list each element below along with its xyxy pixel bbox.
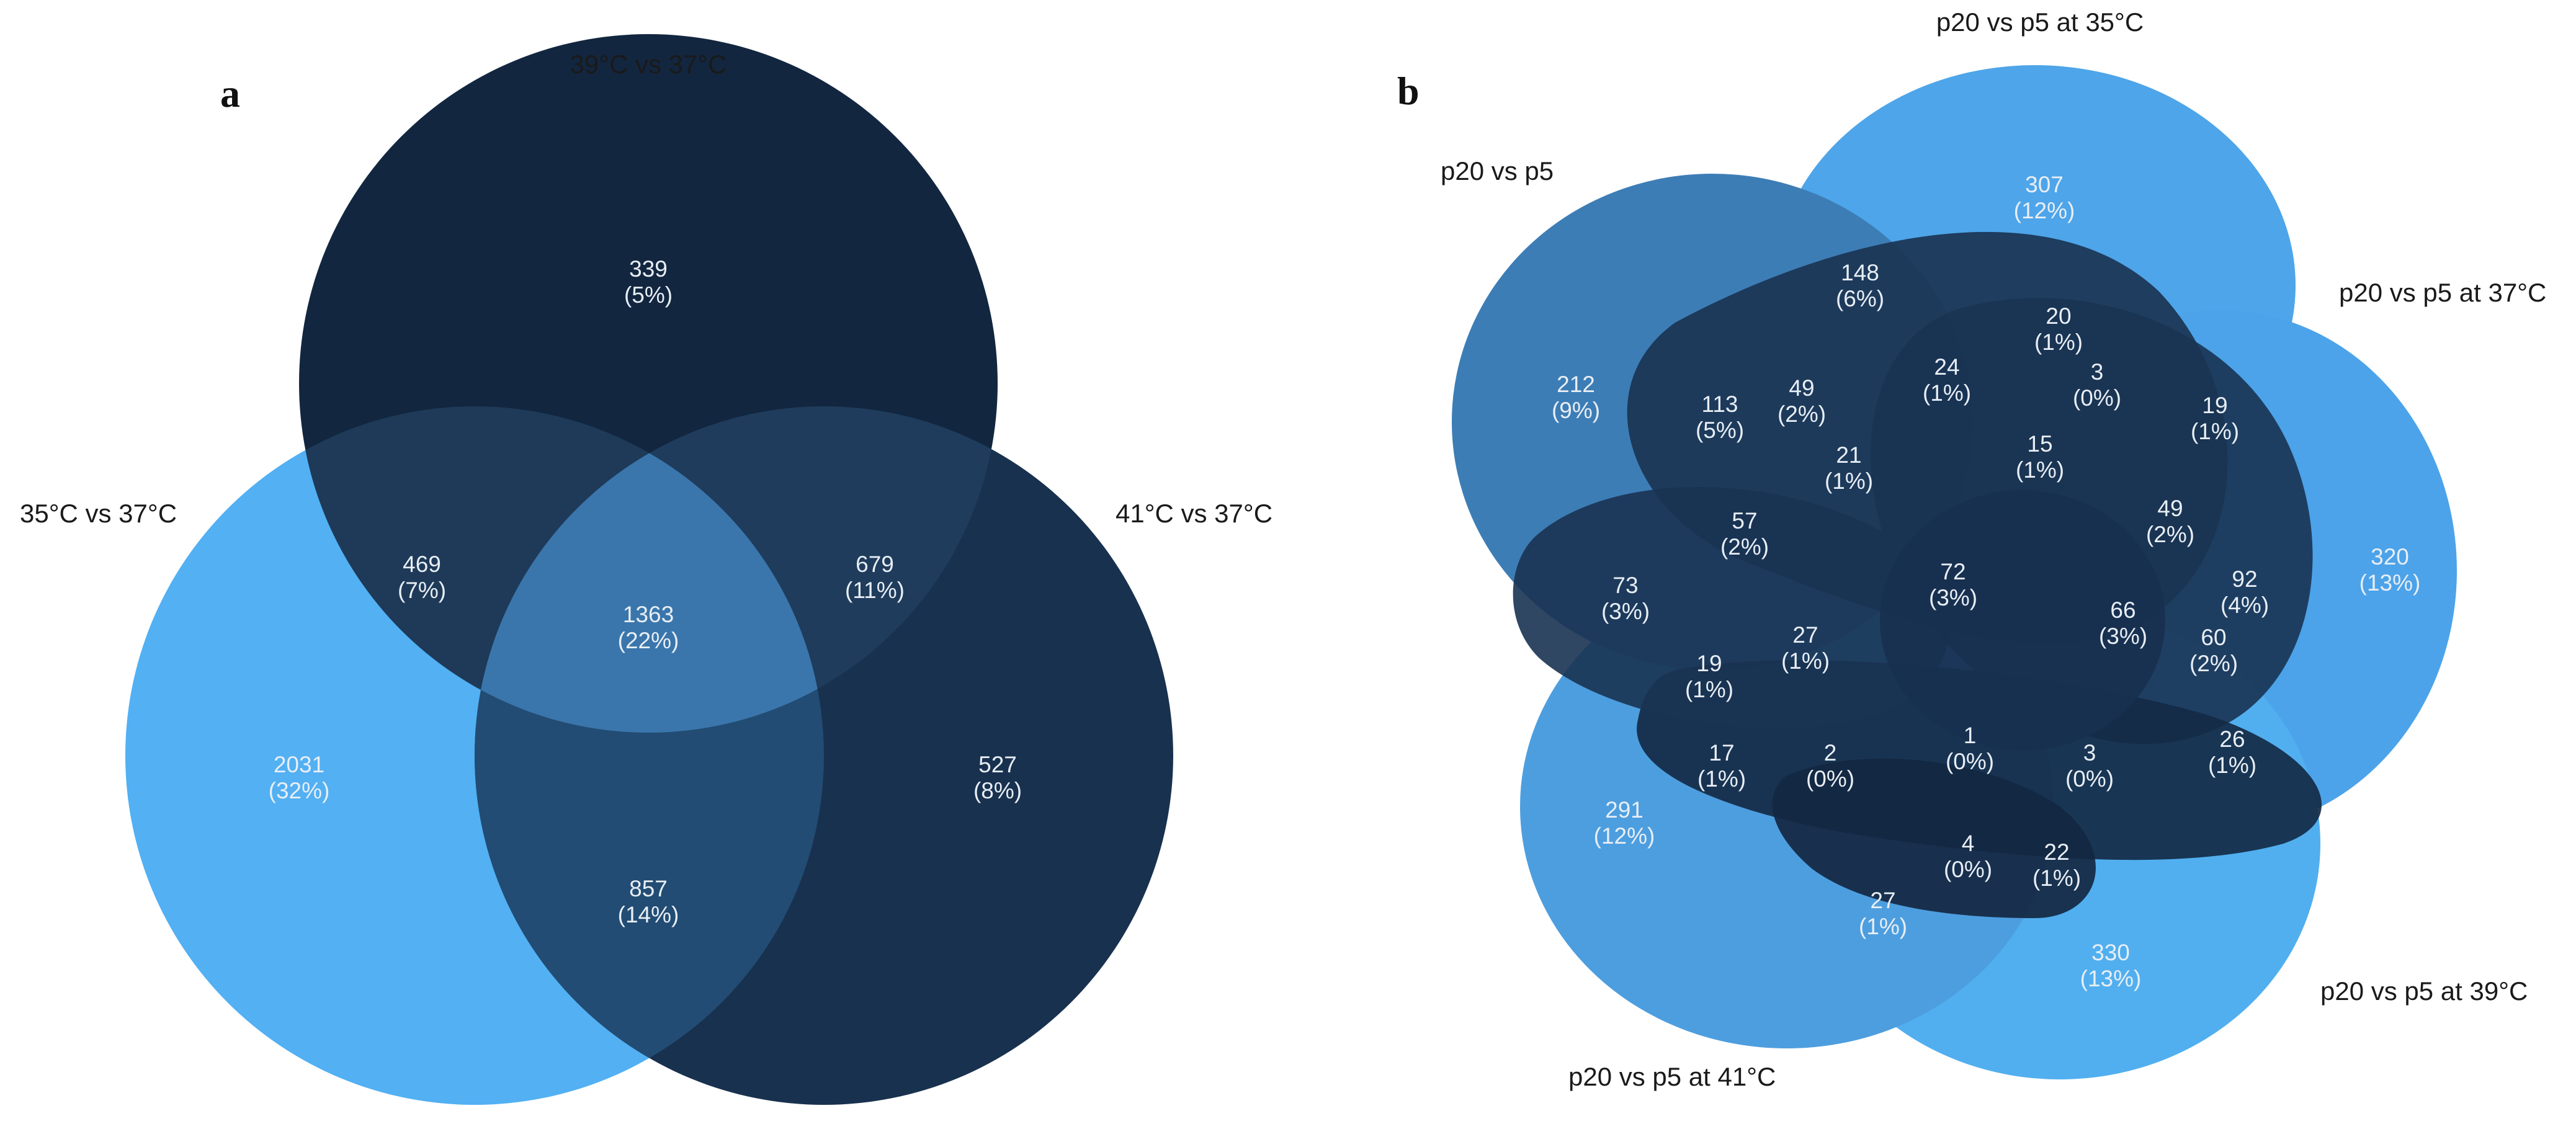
region-b18-pct: (3%) — [2099, 623, 2147, 649]
set-p39-label: p20 vs p5 at 39°C — [2320, 976, 2528, 1006]
region-b12-pct: (2%) — [2146, 522, 2194, 547]
region-b28-pct: (0%) — [1944, 857, 1992, 882]
region-39-41-pct: (11%) — [845, 578, 905, 603]
region-b23-count: 17 — [1709, 740, 1734, 766]
region-b31-pct: (13%) — [2080, 966, 2142, 991]
region-b7-count: 113 — [1702, 391, 1738, 417]
panel-b: b p20 vs p5 at 35°C p20 vs p5 p20 vs p5 … — [1397, 7, 2546, 1091]
region-b18-count: 66 — [2110, 597, 2135, 623]
region-b24-count: 2 — [1824, 740, 1837, 766]
region-41-pct: (8%) — [973, 778, 1022, 803]
region-b3-count: 148 — [1841, 260, 1879, 285]
region-b14-pct: (2%) — [1720, 534, 1769, 560]
set-39-label: 39°C vs 37°C — [570, 50, 727, 79]
set-p5-label: p20 vs p5 — [1441, 156, 1554, 185]
venn-b-region-labels: 307 (12%) 212 (9%) 148 (6%) 20 (1%) 3 (0… — [1552, 172, 2420, 991]
region-b11-pct: (1%) — [1825, 468, 1873, 494]
region-b4-count: 20 — [2046, 303, 2071, 329]
region-b27-count: 291 — [1605, 797, 1644, 823]
venn-b-petals — [1452, 65, 2457, 1079]
region-41-count: 527 — [978, 752, 1017, 777]
region-b13-count: 320 — [2371, 544, 2409, 569]
region-all-pct: (22%) — [618, 628, 679, 653]
region-b17-pct: (4%) — [2220, 592, 2269, 618]
region-b16-pct: (3%) — [1929, 585, 1977, 610]
region-b30-count: 27 — [1870, 888, 1895, 913]
region-all-count: 1363 — [623, 602, 674, 627]
region-b22-pct: (0%) — [1946, 749, 1994, 774]
region-b11-count: 21 — [1836, 442, 1861, 468]
region-b31-count: 330 — [2091, 940, 2130, 965]
region-b30-pct: (1%) — [1859, 914, 1907, 939]
region-b21-pct: (1%) — [1685, 677, 1733, 702]
region-35-39-count: 469 — [403, 551, 441, 577]
region-35-39-pct: (7%) — [398, 578, 446, 603]
region-b19-pct: (1%) — [1781, 648, 1830, 674]
region-b16-count: 72 — [1940, 559, 1966, 584]
region-b23-pct: (1%) — [1697, 766, 1746, 792]
region-b12-count: 49 — [2157, 496, 2183, 521]
region-b17-count: 92 — [2232, 566, 2257, 592]
region-b26-pct: (1%) — [2208, 752, 2256, 778]
region-b13-pct: (13%) — [2359, 570, 2421, 596]
venn-a-circles — [125, 34, 1173, 1105]
region-b2-count: 212 — [1557, 372, 1595, 397]
region-b2-pct: (9%) — [1552, 398, 1600, 423]
region-35-count: 2031 — [274, 752, 324, 777]
panel-a: a 39°C vs 37°C 35°C vs 37°C 41°C vs 37°C… — [20, 34, 1272, 1105]
region-b5-count: 3 — [2091, 359, 2104, 385]
region-b27-pct: (12%) — [1594, 823, 1655, 849]
region-b25-count: 3 — [2083, 740, 2096, 766]
region-b15-count: 73 — [1612, 573, 1638, 598]
region-b19-count: 27 — [1792, 622, 1818, 648]
panel-b-letter: b — [1397, 69, 1420, 113]
region-b20-pct: (2%) — [2189, 651, 2238, 676]
set-p41-label: p20 vs p5 at 41°C — [1568, 1062, 1776, 1091]
region-b25-pct: (0%) — [2065, 766, 2114, 792]
region-b26-count: 26 — [2219, 726, 2245, 752]
overlap-lobe-5 — [1772, 758, 2096, 918]
region-b20-count: 60 — [2201, 625, 2226, 650]
set-p35-label: p20 vs p5 at 35°C — [1936, 7, 2144, 37]
overlap-center — [1880, 490, 2165, 751]
set-35-label: 35°C vs 37°C — [20, 499, 177, 528]
region-35-41-count: 857 — [629, 876, 668, 901]
region-b9-count: 24 — [1934, 354, 1959, 380]
venn-a-region-labels: 339 (5%) 2031 (32%) 527 (8%) 469 (7%) 67… — [269, 256, 1022, 927]
region-b7-pct: (5%) — [1696, 417, 1744, 443]
region-35-41-pct: (14%) — [618, 902, 679, 927]
region-b22-count: 1 — [1964, 723, 1977, 748]
region-b29-count: 22 — [2044, 839, 2069, 865]
region-b9-pct: (1%) — [1923, 380, 1971, 406]
region-b15-pct: (3%) — [1601, 599, 1650, 624]
region-b24-pct: (0%) — [1806, 766, 1854, 792]
region-b28-count: 4 — [1962, 831, 1975, 856]
region-b29-pct: (1%) — [2033, 865, 2081, 891]
region-35-pct: (32%) — [269, 778, 330, 803]
region-39-count: 339 — [629, 256, 668, 282]
set-p37-label: p20 vs p5 at 37°C — [2339, 278, 2546, 307]
region-b4-pct: (1%) — [2034, 329, 2083, 355]
region-b10-pct: (1%) — [2016, 457, 2064, 483]
region-b21-count: 19 — [1696, 651, 1722, 676]
region-39-41-count: 679 — [856, 551, 894, 577]
region-b6-count: 19 — [2202, 393, 2227, 418]
region-b1-count: 307 — [2025, 172, 2064, 197]
region-b14-count: 57 — [1732, 508, 1757, 534]
overlap-lobe-4 — [1513, 487, 1949, 728]
region-b3-pct: (6%) — [1836, 286, 1884, 311]
region-b6-pct: (1%) — [2191, 419, 2239, 444]
region-b8-count: 49 — [1789, 375, 1814, 401]
region-b5-pct: (0%) — [2073, 385, 2121, 411]
region-39-pct: (5%) — [624, 282, 673, 308]
region-b10-count: 15 — [2027, 431, 2052, 457]
panel-a-letter: a — [220, 71, 240, 115]
set-41-label: 41°C vs 37°C — [1116, 499, 1272, 528]
region-b1-pct: (12%) — [2014, 198, 2075, 223]
region-b8-pct: (2%) — [1778, 401, 1826, 427]
